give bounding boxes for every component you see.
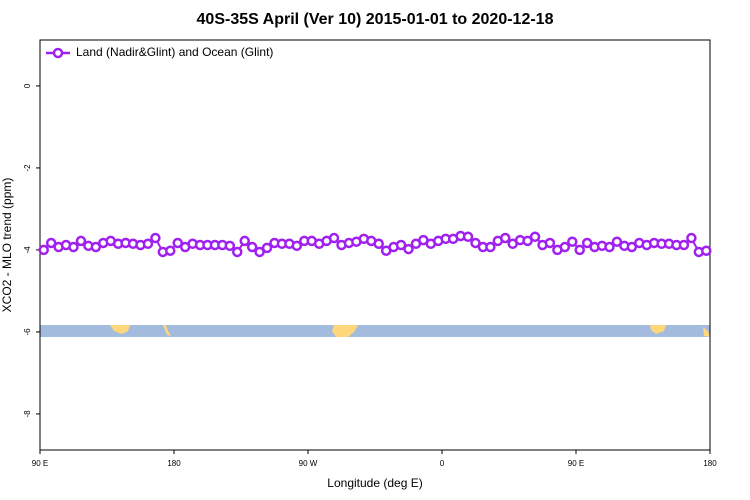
x-tick-label: 180 <box>703 459 717 468</box>
y-tick-label: -4 <box>23 246 32 254</box>
point <box>559 241 571 253</box>
point <box>462 231 474 243</box>
x-axis-label: Longitude (deg E) <box>327 476 422 490</box>
point <box>567 236 578 247</box>
land <box>163 325 171 336</box>
y-tick-label: 0 <box>23 83 32 88</box>
point <box>90 241 102 253</box>
x-tick-label: 90 W <box>299 459 318 468</box>
point <box>246 241 258 253</box>
point <box>45 237 57 249</box>
point <box>142 238 154 250</box>
point <box>395 239 407 251</box>
point <box>291 240 303 252</box>
point <box>403 243 414 255</box>
point <box>232 246 243 258</box>
point <box>529 231 541 243</box>
y-tick-label: -8 <box>23 410 32 418</box>
y-tick-label: -2 <box>23 164 32 172</box>
chart-title: 40S-35S April (Ver 10) 2015-01-01 to 202… <box>197 11 554 28</box>
x-tick-label: 180 <box>167 459 181 468</box>
land <box>110 325 130 334</box>
point <box>150 232 161 244</box>
y-tick-label: -6 <box>23 328 32 336</box>
x-tick-label: 0 <box>440 459 445 468</box>
point <box>611 236 623 247</box>
point <box>604 241 615 253</box>
point <box>544 237 556 249</box>
point <box>68 241 79 253</box>
point <box>581 237 593 249</box>
plot-frame <box>39 39 711 451</box>
point <box>485 241 496 253</box>
point <box>75 235 87 247</box>
land <box>332 325 358 337</box>
point <box>470 237 481 249</box>
point <box>373 238 384 250</box>
map-strip <box>40 325 710 337</box>
point <box>522 235 533 247</box>
point <box>626 241 638 253</box>
x-tick-label: 90 E <box>568 459 584 468</box>
point <box>165 245 176 256</box>
point <box>686 232 697 244</box>
point <box>224 240 236 252</box>
point <box>328 232 340 244</box>
point <box>701 245 712 256</box>
ocean-band <box>40 325 710 337</box>
x-tick-label: 90 E <box>32 459 48 468</box>
point <box>254 246 265 258</box>
point <box>574 244 585 256</box>
legend-label: Land (Nadir&Glint) and Ocean (Glint) <box>76 45 273 59</box>
point <box>678 239 690 251</box>
point <box>38 244 49 256</box>
land <box>703 327 710 337</box>
land <box>650 325 666 334</box>
point <box>261 242 273 254</box>
point <box>239 235 250 247</box>
legend-marker <box>52 47 64 59</box>
point <box>500 232 511 244</box>
y-axis-label: XCO2 - MLO trend (ppm) <box>0 178 14 313</box>
point <box>172 237 183 249</box>
